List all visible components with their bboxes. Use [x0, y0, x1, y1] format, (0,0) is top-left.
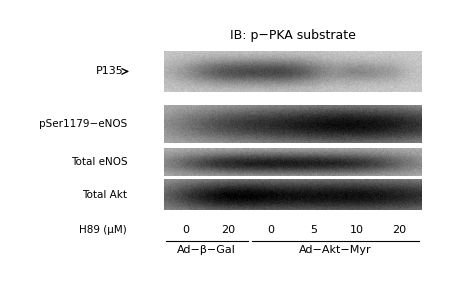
Text: 5: 5: [310, 225, 318, 234]
Text: pSer1179−eNOS: pSer1179−eNOS: [39, 119, 127, 129]
Text: 20: 20: [392, 225, 407, 234]
Text: Ad−β−Gal: Ad−β−Gal: [177, 245, 236, 255]
Text: IB: p−PKA substrate: IB: p−PKA substrate: [229, 29, 356, 42]
Text: Total Akt: Total Akt: [82, 190, 127, 200]
Text: Ad−Akt−Myr: Ad−Akt−Myr: [299, 245, 372, 255]
Text: 0: 0: [268, 225, 274, 234]
Text: 10: 10: [350, 225, 364, 234]
Text: H89 (μM): H89 (μM): [80, 225, 127, 234]
Text: 20: 20: [221, 225, 235, 234]
Text: Total eNOS: Total eNOS: [71, 157, 127, 167]
Text: 0: 0: [182, 225, 189, 234]
Text: P135: P135: [96, 67, 124, 77]
